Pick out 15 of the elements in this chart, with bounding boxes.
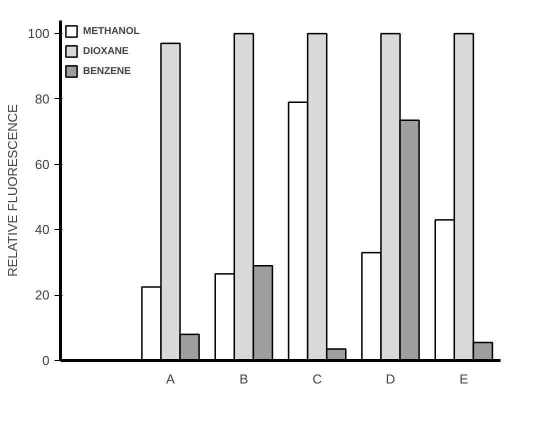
- legend-label: METHANOL: [83, 26, 140, 36]
- y-tick-label: 20: [35, 288, 50, 303]
- y-tick-label: 80: [35, 91, 50, 106]
- y-axis-title: RELATIVE FLUORESCENCE: [4, 104, 20, 277]
- y-tick-label: 40: [35, 222, 50, 238]
- legend-label: BENZENE: [83, 66, 131, 76]
- y-tick-label: 0: [42, 353, 50, 368]
- legend-label: DIOXANE: [83, 46, 129, 56]
- x-tick-label: E: [460, 372, 468, 386]
- y-tick-label: 60: [35, 156, 50, 172]
- x-tick-label: A: [166, 372, 176, 386]
- x-tick-label: C: [312, 372, 322, 386]
- y-tick-label: 100: [28, 26, 50, 42]
- x-tick-label: D: [386, 372, 396, 386]
- x-tick-label: B: [240, 372, 248, 386]
